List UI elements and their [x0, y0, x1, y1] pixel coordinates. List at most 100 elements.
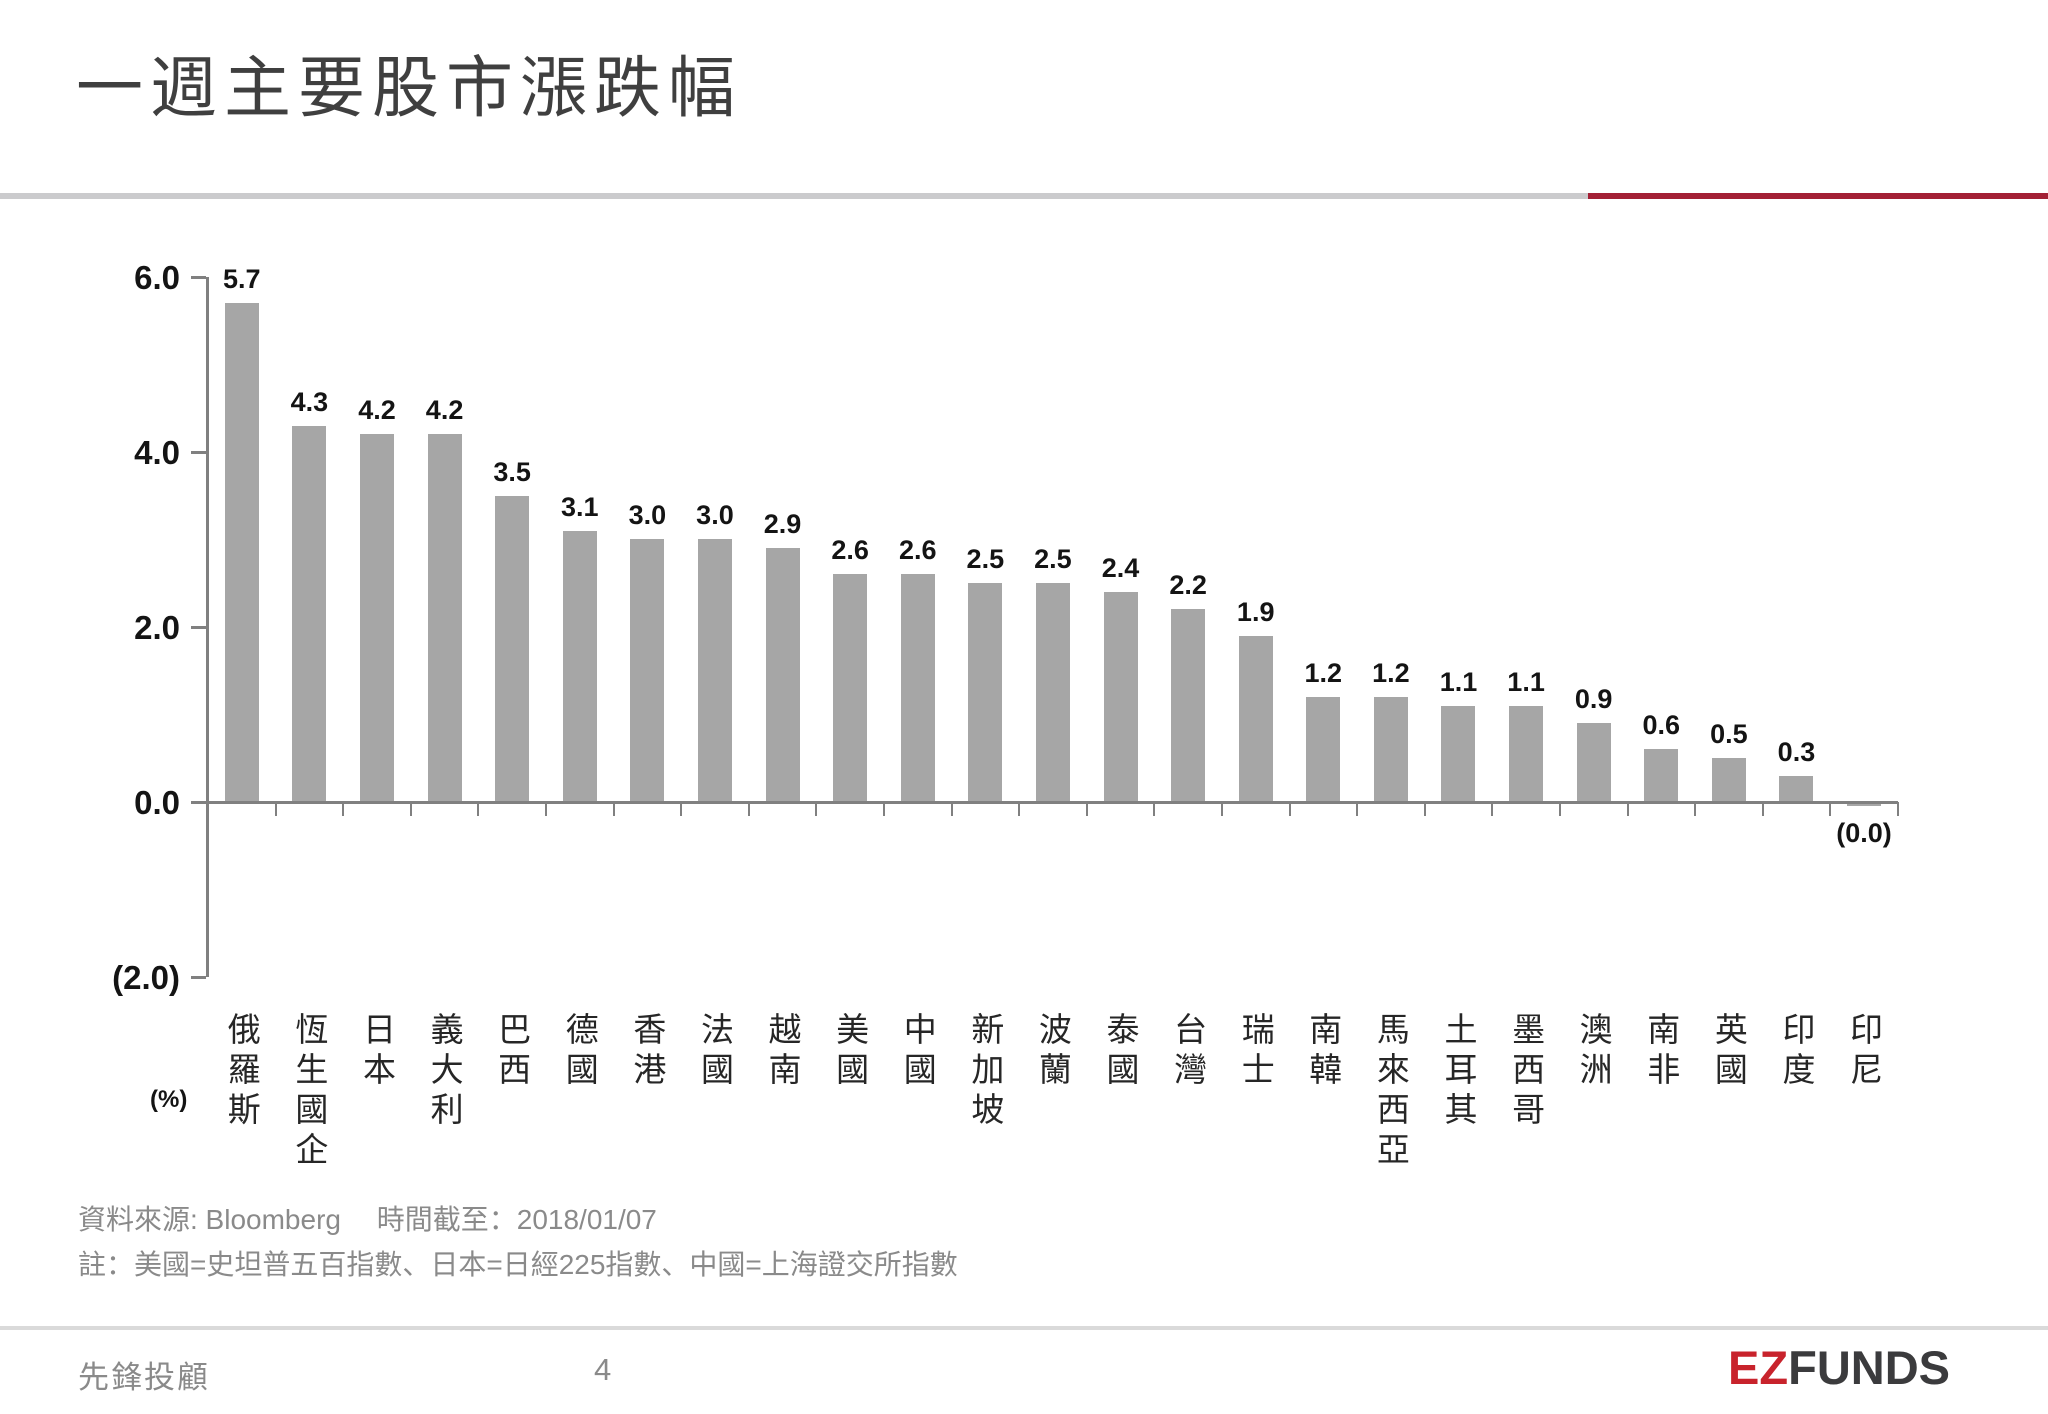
x-axis-tick: [545, 802, 547, 816]
bar: [833, 574, 868, 802]
category-label: 香港: [628, 1012, 666, 1092]
bar-slot: 3.0: [681, 277, 749, 977]
bar-slot: 1.9: [1222, 277, 1290, 977]
category-label: 新加坡: [966, 1012, 1004, 1132]
bar-value-label: 0.3: [1777, 737, 1816, 767]
x-axis-tick: [1829, 802, 1832, 816]
category-slot: 美國: [816, 1012, 884, 1292]
source-line-2: 註：美國=史坦普五百指數、日本=日經225指數、中國=上海證交所指數: [78, 1248, 958, 1280]
bar: [1035, 583, 1070, 802]
x-axis-tick: [1761, 802, 1764, 816]
category-label: 墨西哥: [1507, 1012, 1545, 1132]
unit-label: (%): [150, 1086, 188, 1113]
plot-area: 5.7 4.3 4.2 4.2 3.5 3.1 3.0 3.0 2.9 2.6 2.6 2.5 2.5 2…: [191, 266, 1899, 979]
bar-value-label: 4.3: [290, 387, 329, 417]
y-axis-tick-label: 4.0: [134, 434, 180, 471]
bar-value-label: 1.1: [1507, 667, 1545, 697]
category-slot: 恆生國企: [276, 1012, 344, 1292]
bar-slot: 4.3: [276, 277, 344, 977]
bar: [968, 583, 1003, 802]
bar-slot: 0.6: [1627, 277, 1695, 977]
bar: [1779, 776, 1814, 802]
y-axis-tick: [191, 276, 206, 279]
category-slot: 印度: [1763, 1012, 1831, 1292]
x-axis-tick: [950, 802, 953, 816]
category-slot: 越南: [749, 1012, 817, 1292]
bar-value-label: 0.6: [1642, 710, 1681, 740]
bar: [1171, 609, 1206, 802]
category-slot: 泰國: [1087, 1012, 1155, 1292]
y-axis-labels: 6.0 4.0 2.0 0.0 (2.0): [30, 261, 180, 994]
y-axis-tick-label: 6.0: [134, 259, 180, 296]
bar-value-label: 1.2: [1372, 658, 1410, 688]
bar-value-label: 2.5: [966, 544, 1005, 574]
category-label: 瑞士: [1237, 1012, 1275, 1092]
bar-slot: 5.7: [208, 266, 276, 977]
bar: [1441, 706, 1476, 802]
x-axis-tick: [815, 802, 818, 816]
category-slot: 墨西哥: [1492, 1012, 1560, 1292]
y-axis-tick-label: 2.0: [134, 609, 180, 646]
category-label: 法國: [696, 1012, 734, 1092]
x-axis-tick: [1018, 802, 1021, 816]
category-label: 義大利: [426, 1012, 464, 1132]
y-axis-tick: [191, 801, 206, 804]
bar-value-label: 2.4: [1101, 553, 1140, 583]
category-slot: 澳洲: [1560, 1012, 1628, 1292]
logo-funds-text: FUNDS: [1788, 1341, 1950, 1394]
category-label: 土耳其: [1439, 1012, 1477, 1132]
bar-slot: 2.4: [1087, 277, 1155, 977]
source-note: 資料來源: Bloomberg 時間截至：2018/01/07 註：美國=史坦普…: [78, 1198, 958, 1288]
category-slot: 瑞士: [1222, 1012, 1290, 1292]
bar-value-label: 2.9: [763, 509, 802, 539]
bar: [1103, 592, 1138, 802]
category-slot: 德國: [546, 1012, 614, 1292]
bar: [427, 434, 462, 802]
x-axis-tick: [477, 802, 480, 816]
category-label: 印尼: [1845, 1012, 1883, 1092]
category-slot: 南非: [1627, 1012, 1695, 1292]
x-axis-tick: [1897, 802, 1899, 816]
bar-slot: 1.2: [1357, 277, 1425, 977]
category-label: 波蘭: [1034, 1012, 1072, 1092]
bar-value-label: 2.5: [1034, 544, 1072, 574]
bar-slot: 2.6: [884, 277, 952, 977]
category-label: 馬來西亞: [1372, 1012, 1410, 1172]
x-axis-tick: [1085, 802, 1088, 816]
bar-slot: (0.0): [1830, 277, 1898, 977]
bar-slot: 0.3: [1763, 277, 1831, 977]
x-axis-tick: [342, 802, 345, 816]
x-axis-tick: [1153, 802, 1156, 816]
x-axis-tick: [1626, 802, 1629, 816]
category-slot: 義大利: [411, 1012, 479, 1292]
bar-value-label: 2.6: [898, 535, 937, 565]
category-label: 南非: [1642, 1012, 1680, 1092]
bar: [1373, 697, 1408, 802]
header-divider-gray: [0, 193, 1588, 199]
bar: [292, 426, 327, 802]
page-number: 4: [594, 1352, 612, 1387]
category-label: 泰國: [1102, 1012, 1140, 1092]
bar: [224, 303, 259, 802]
category-label: 越南: [764, 1012, 802, 1092]
x-axis-tick: [1423, 802, 1426, 816]
bar-value-label: 4.2: [358, 395, 396, 425]
bar: [1576, 723, 1611, 802]
bar-value-label: 2.6: [831, 535, 869, 565]
y-axis-tick-label: (2.0): [112, 959, 180, 996]
category-label: 中國: [899, 1012, 937, 1092]
bar-slot: 1.1: [1425, 277, 1493, 977]
category-labels: 俄羅斯 恆生國企 日本 義大利 巴西 德國 香港 法國 越南 美國 中國 新加坡 波蘭 泰國 台灣 瑞士 南韓馬…: [208, 1012, 1898, 1292]
logo-ez-text: EZ: [1728, 1341, 1789, 1394]
bar-slot: 2.6: [816, 277, 884, 977]
category-slot: 新加坡: [952, 1012, 1020, 1292]
bar: [359, 434, 394, 802]
bar-value-label: 5.7: [223, 264, 261, 294]
category-slot: 南韓: [1290, 1012, 1358, 1292]
category-label: 印度: [1777, 1012, 1815, 1092]
bar: [765, 548, 800, 802]
category-slot: 英國: [1695, 1012, 1763, 1292]
bar-slot: 2.5: [1019, 277, 1087, 977]
category-slot: 俄羅斯: [208, 1012, 276, 1292]
ezfunds-logo: EZFUNDS: [1728, 1340, 1950, 1395]
